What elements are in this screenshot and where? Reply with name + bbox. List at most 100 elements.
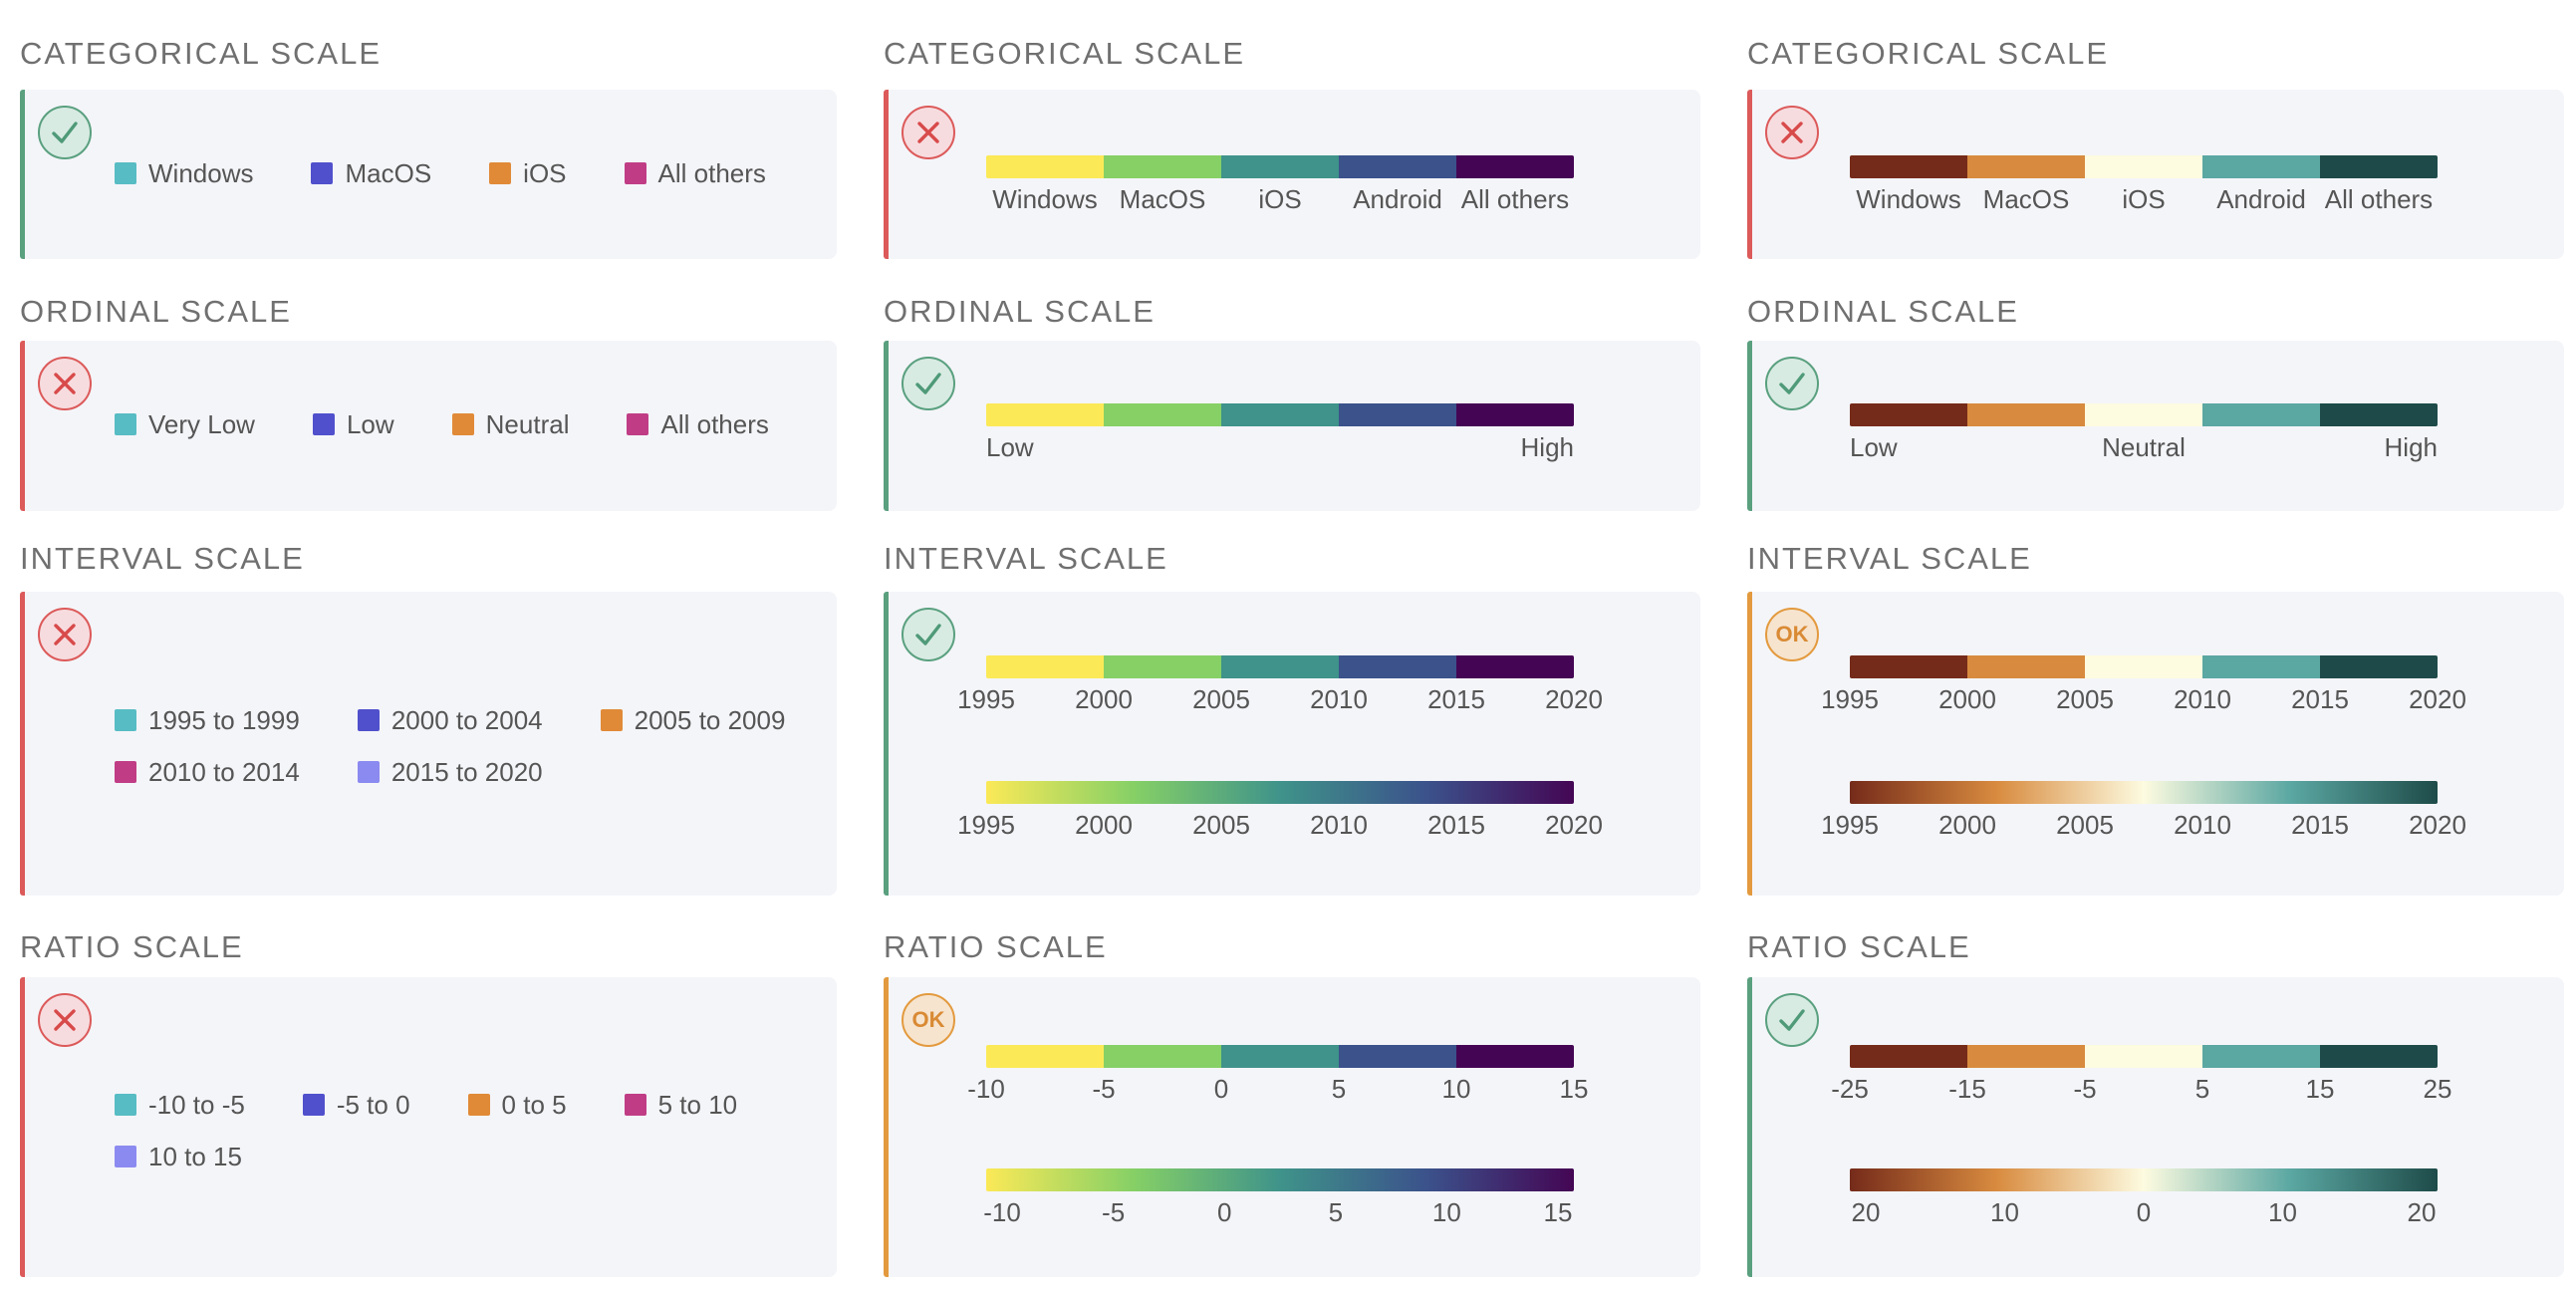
scale-title-1-1: ORDINAL SCALE bbox=[884, 294, 1156, 329]
color-scale-bar bbox=[986, 155, 1574, 178]
legend-swatch bbox=[467, 1094, 490, 1116]
status-badge bbox=[1765, 357, 1819, 410]
scale-label: High bbox=[1520, 432, 1574, 462]
color-segment bbox=[1221, 655, 1339, 678]
scale-title-1-2: ORDINAL SCALE bbox=[1747, 294, 2019, 329]
legend-label: iOS bbox=[523, 158, 567, 188]
close-icon bbox=[1777, 118, 1807, 147]
color-segment bbox=[1967, 155, 2085, 178]
legend-label: 2010 to 2014 bbox=[148, 757, 300, 787]
tick-label: 2010 bbox=[1310, 684, 1368, 714]
scale-title-3-2: RATIO SCALE bbox=[1747, 929, 1971, 964]
scale-label: iOS bbox=[1258, 184, 1302, 214]
legend-item: 2005 to 2009 bbox=[600, 707, 785, 733]
status-badge bbox=[38, 608, 92, 661]
tick-label: 2000 bbox=[1075, 684, 1133, 714]
legend-swatch bbox=[311, 162, 334, 184]
gradient-tick-label: 15 bbox=[1543, 1197, 1573, 1227]
scale-card-3-1: OK -10 -5 0 5 10 15 -10 -5 0 5 10 15 bbox=[884, 977, 1700, 1277]
close-icon bbox=[50, 369, 80, 398]
legend-item: All others bbox=[624, 160, 766, 186]
color-segment bbox=[1456, 655, 1574, 678]
color-segment bbox=[2085, 155, 2202, 178]
tick-label: 15 bbox=[1559, 1074, 1589, 1104]
close-icon bbox=[913, 118, 943, 147]
color-segment bbox=[1456, 155, 1574, 178]
tick-label: -10 bbox=[967, 1074, 1005, 1104]
color-segment bbox=[2320, 155, 2438, 178]
check-icon bbox=[50, 118, 80, 147]
scale-title-0-0: CATEGORICAL SCALE bbox=[20, 36, 383, 71]
continuous-color-ramp bbox=[986, 1168, 1574, 1191]
gradient-tick-label: 2020 bbox=[2409, 810, 2466, 840]
scale-card-2-1: 1995 2000 2005 2010 2015 2020 1995 2000 2005 2010… bbox=[884, 592, 1700, 896]
tick-label: -5 bbox=[2073, 1074, 2097, 1104]
tick-label: 1995 bbox=[1821, 684, 1879, 714]
close-icon bbox=[50, 1005, 80, 1035]
color-scale-bar bbox=[1850, 655, 2438, 678]
gradient-tick-label: 2015 bbox=[2291, 810, 2349, 840]
legend-label: 5 to 10 bbox=[657, 1090, 738, 1120]
gradient-tick-label: 1995 bbox=[957, 810, 1015, 840]
gradient-tick-label: 5 bbox=[1328, 1197, 1344, 1227]
gradient-tick-label: 10 bbox=[1431, 1197, 1461, 1227]
gradient-tick-label: -5 bbox=[1102, 1197, 1126, 1227]
legend-item: iOS bbox=[489, 158, 567, 188]
tick-label: 1995 bbox=[957, 684, 1015, 714]
color-scale-bar bbox=[986, 1045, 1574, 1068]
legend-item: 0 to 5 bbox=[467, 1090, 567, 1120]
gradient-tick-label: 0 bbox=[1216, 1197, 1232, 1227]
gradient-tick-label: 20 bbox=[1851, 1197, 1881, 1227]
continuous-color-ramp bbox=[1850, 781, 2438, 804]
scale-title-2-2: INTERVAL SCALE bbox=[1747, 541, 2032, 576]
scale-card-1-2: Low Neutral High bbox=[1747, 341, 2564, 511]
color-segment bbox=[2202, 1045, 2320, 1068]
scale-label: High bbox=[2384, 432, 2438, 462]
color-segment bbox=[986, 1045, 1104, 1068]
scale-label: Neutral bbox=[2102, 432, 2186, 462]
scale-label: MacOS bbox=[1119, 184, 1206, 214]
color-segment bbox=[2085, 403, 2202, 426]
status-accent-bar bbox=[20, 90, 25, 259]
legend-swatch bbox=[115, 413, 136, 435]
scale-label: Low bbox=[986, 432, 1034, 462]
color-segment bbox=[1104, 1045, 1221, 1068]
legend-label: Neutral bbox=[485, 409, 570, 439]
tick-label: 2005 bbox=[1192, 684, 1250, 714]
status-badge bbox=[902, 357, 955, 410]
color-segment bbox=[2320, 1045, 2438, 1068]
check-icon bbox=[913, 620, 943, 649]
legend-swatch bbox=[451, 413, 474, 435]
scale-card-1-1: Low High bbox=[884, 341, 1700, 511]
legend-item: MacOS bbox=[311, 158, 432, 188]
status-badge: OK bbox=[902, 993, 955, 1047]
status-accent-bar bbox=[884, 592, 889, 896]
gradient-tick-label: 20 bbox=[2407, 1197, 2437, 1227]
tick-label: 25 bbox=[2423, 1074, 2452, 1104]
ok-badge: OK bbox=[911, 1007, 945, 1032]
color-scale-bar bbox=[1850, 1045, 2438, 1068]
color-segment bbox=[1104, 655, 1221, 678]
color-segment bbox=[1221, 403, 1339, 426]
legend-item: 10 to 15 bbox=[115, 1144, 242, 1169]
color-segment bbox=[1221, 1045, 1339, 1068]
legend-label: 0 to 5 bbox=[501, 1090, 567, 1120]
color-segment bbox=[2202, 655, 2320, 678]
status-accent-bar bbox=[1747, 592, 1752, 896]
color-segment bbox=[1850, 1045, 1967, 1068]
gradient-tick-label: -10 bbox=[983, 1197, 1021, 1227]
color-segment bbox=[1967, 655, 2085, 678]
legend-label: Windows bbox=[148, 158, 254, 188]
color-segment bbox=[1339, 403, 1456, 426]
tick-label: 5 bbox=[2194, 1074, 2210, 1104]
tick-label: 5 bbox=[1331, 1074, 1347, 1104]
legend-label: MacOS bbox=[345, 158, 432, 188]
scale-label: Android bbox=[2216, 184, 2306, 214]
tick-label: 2010 bbox=[2174, 684, 2231, 714]
gradient-tick-label: 2000 bbox=[1075, 810, 1133, 840]
tick-label: 2000 bbox=[1938, 684, 1996, 714]
color-segment bbox=[1104, 403, 1221, 426]
tick-label: 15 bbox=[2305, 1074, 2335, 1104]
scale-card-1-0: Very Low Low Neutral All others bbox=[20, 341, 837, 511]
status-badge bbox=[902, 106, 955, 159]
